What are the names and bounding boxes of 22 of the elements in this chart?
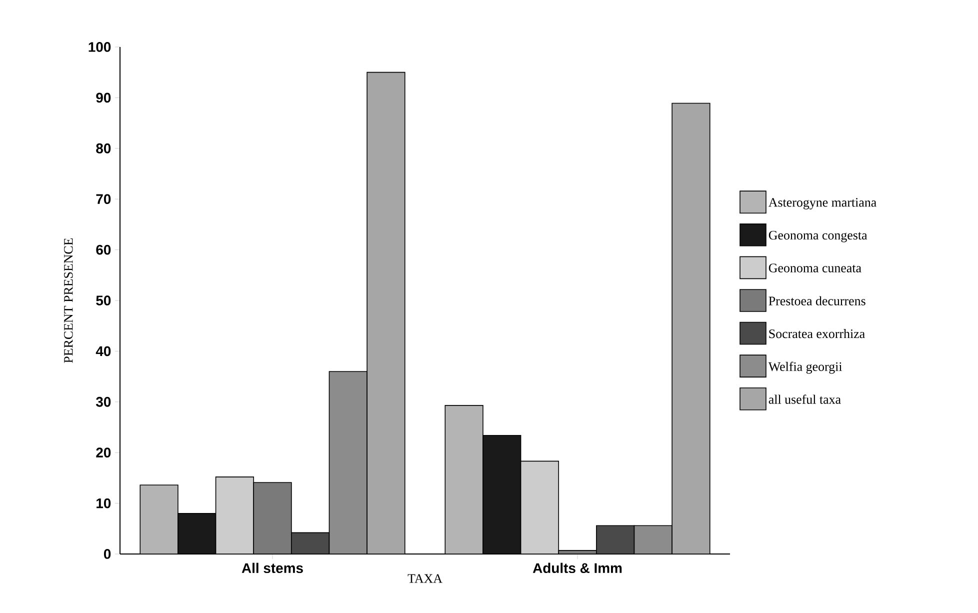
legend-label: Geonoma cuneata (768, 264, 862, 272)
legend-label: all useful taxa (768, 394, 841, 404)
x-axis-title: TAXA (408, 574, 442, 583)
legend-label: Prestoea decurrens (768, 296, 866, 306)
y-tick-label: 40 (96, 346, 111, 356)
y-axis-title: PERCENT PRESENCE (64, 238, 73, 363)
y-tick-label: 60 (96, 244, 111, 255)
y-tick-label: 50 (96, 296, 111, 306)
x-tick-label: All stems (242, 562, 303, 574)
y-tick-label: 10 (96, 498, 111, 508)
legend-label: Asterogyne martiana (768, 198, 876, 210)
legend-label: Welfia georgii (768, 362, 842, 374)
y-tick-label: 20 (96, 448, 111, 458)
y-tick-label: 100 (88, 42, 111, 52)
x-tick-label: Adults & Imm (532, 562, 622, 574)
y-tick-label: 80 (96, 143, 111, 154)
y-tick-label: 90 (96, 92, 111, 103)
legend-label: Geonoma congesta (768, 230, 868, 242)
y-tick-label: 0 (104, 549, 111, 559)
y-tick-label: 30 (96, 396, 111, 407)
y-tick-label: 70 (96, 194, 111, 204)
legend-label: Socratea exorrhiza (769, 329, 865, 338)
